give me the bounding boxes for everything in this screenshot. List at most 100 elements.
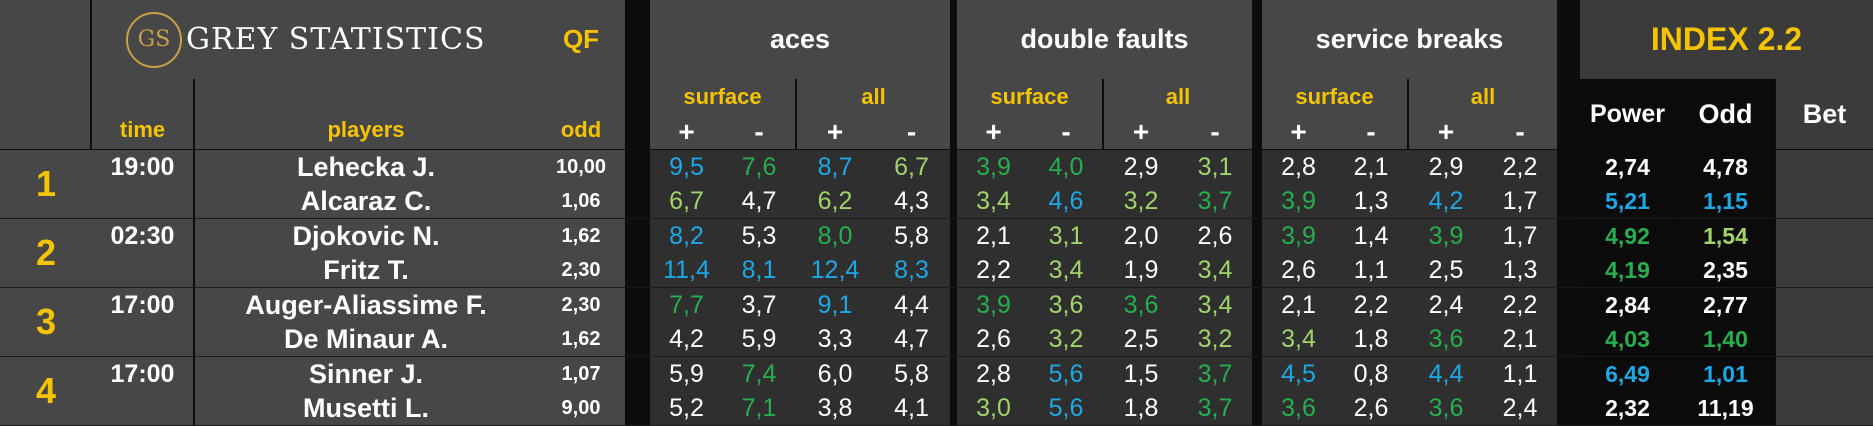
stat-value: 3,6: [1409, 323, 1483, 357]
bet-cell[interactable]: [1776, 323, 1873, 358]
stat-value: 3,1: [1030, 219, 1102, 253]
stat-value: 2,2: [957, 254, 1030, 288]
stat-value: 3,1: [1178, 150, 1252, 184]
stat-value: 4,4: [873, 288, 950, 322]
stat-value: 3,9: [1262, 219, 1335, 253]
group-double-faults: double faults: [957, 0, 1252, 79]
stat-value: 2,1: [1483, 323, 1557, 357]
player-odd: 1,62: [537, 323, 625, 357]
player-odd: 1,06: [537, 185, 625, 219]
aces-surface-minus: -: [723, 114, 795, 149]
aces-all-minus: -: [873, 114, 950, 149]
aces-surface-label: surface: [650, 79, 795, 114]
match-number: 1: [0, 150, 92, 218]
stat-value: 4,2: [1409, 185, 1483, 219]
stat-value: 3,2: [1104, 185, 1178, 219]
stat-value: 2,9: [1104, 150, 1178, 184]
bet-cell[interactable]: [1776, 357, 1873, 392]
sb-all-plus: +: [1409, 114, 1483, 149]
stat-value: 5,6: [1030, 357, 1102, 391]
index-odd-value: 2,77: [1677, 288, 1774, 322]
logo-text: GREY STATISTICS: [186, 22, 486, 57]
bet-cell[interactable]: [1776, 219, 1873, 254]
stat-value: 3,7: [1178, 185, 1252, 219]
stat-value: 2,4: [1409, 288, 1483, 322]
power-value: 4,03: [1580, 323, 1675, 357]
sb-all-minus: -: [1483, 114, 1557, 149]
index-odd-value: 1,01: [1677, 357, 1774, 391]
stat-value: 2,2: [1483, 288, 1557, 322]
stat-value: 12,4: [797, 254, 873, 288]
stat-value: 6,7: [650, 185, 723, 219]
power-value: 5,21: [1580, 185, 1675, 219]
stat-value: 3,6: [1409, 392, 1483, 426]
stat-value: 8,7: [797, 150, 873, 184]
stat-value: 4,4: [1409, 357, 1483, 391]
match-number: 3: [0, 288, 92, 356]
stat-value: 1,1: [1335, 254, 1407, 288]
power-value: 4,92: [1580, 219, 1675, 253]
player-name: De Minaur A.: [195, 323, 537, 357]
index-odd-value: 1,15: [1677, 185, 1774, 219]
stat-value: 2,1: [1262, 288, 1335, 322]
stat-value: 4,7: [873, 323, 950, 357]
sb-surface-label: surface: [1262, 79, 1407, 114]
stat-value: 7,6: [723, 150, 795, 184]
aces-all-plus: +: [797, 114, 873, 149]
stat-value: 5,8: [873, 357, 950, 391]
bet-cell[interactable]: [1776, 150, 1873, 185]
stat-value: 1,3: [1335, 185, 1407, 219]
stat-value: 3,7: [1178, 357, 1252, 391]
df-all-minus: -: [1178, 114, 1252, 149]
match-time: 02:30: [92, 219, 193, 253]
stat-value: 4,2: [650, 323, 723, 357]
bet-cell[interactable]: [1776, 288, 1873, 323]
sb-surface-minus: -: [1335, 114, 1407, 149]
stat-value: 3,3: [797, 323, 873, 357]
df-all-plus: +: [1104, 114, 1178, 149]
stat-value: 0,8: [1335, 357, 1407, 391]
match-time: 19:00: [92, 150, 193, 184]
player-odd: 9,00: [537, 392, 625, 426]
player-name: Lehecka J.: [195, 150, 537, 184]
stat-value: 3,4: [1178, 288, 1252, 322]
index-odd-value: 11,19: [1677, 392, 1774, 426]
stat-value: 3,7: [1178, 392, 1252, 426]
stat-value: 2,1: [1335, 150, 1407, 184]
stat-value: 5,9: [723, 323, 795, 357]
stat-value: 2,6: [1178, 219, 1252, 253]
stat-value: 2,6: [1335, 392, 1407, 426]
index-odd-value: 1,54: [1677, 219, 1774, 253]
stat-value: 6,2: [797, 185, 873, 219]
bet-header: Bet: [1776, 79, 1873, 149]
stat-value: 4,5: [1262, 357, 1335, 391]
stat-value: 3,9: [1262, 185, 1335, 219]
stat-value: 3,9: [957, 288, 1030, 322]
player-name: Musetti L.: [195, 392, 537, 426]
sb-surface-plus: +: [1262, 114, 1335, 149]
stat-value: 2,6: [1262, 254, 1335, 288]
stat-value: 3,8: [797, 392, 873, 426]
stat-value: 2,8: [1262, 150, 1335, 184]
stat-value: 3,2: [1030, 323, 1102, 357]
stat-value: 11,4: [650, 254, 723, 288]
stat-value: 3,9: [957, 150, 1030, 184]
stat-value: 3,4: [1030, 254, 1102, 288]
bet-cell[interactable]: [1776, 254, 1873, 289]
bet-cell[interactable]: [1776, 185, 1873, 220]
stat-value: 3,6: [1030, 288, 1102, 322]
index-odd-header: Odd: [1677, 79, 1774, 149]
stat-value: 7,1: [723, 392, 795, 426]
match-number: 2: [0, 219, 92, 287]
stat-value: 3,4: [1262, 323, 1335, 357]
stat-value: 3,6: [1104, 288, 1178, 322]
stat-value: 8,3: [873, 254, 950, 288]
power-header: Power: [1580, 79, 1675, 149]
power-value: 6,49: [1580, 357, 1675, 391]
stat-value: 2,9: [1409, 150, 1483, 184]
player-name: Auger-Aliassime F.: [195, 288, 537, 322]
stat-value: 1,7: [1483, 219, 1557, 253]
logo-emblem: GS: [126, 12, 182, 68]
stat-value: 5,3: [723, 219, 795, 253]
